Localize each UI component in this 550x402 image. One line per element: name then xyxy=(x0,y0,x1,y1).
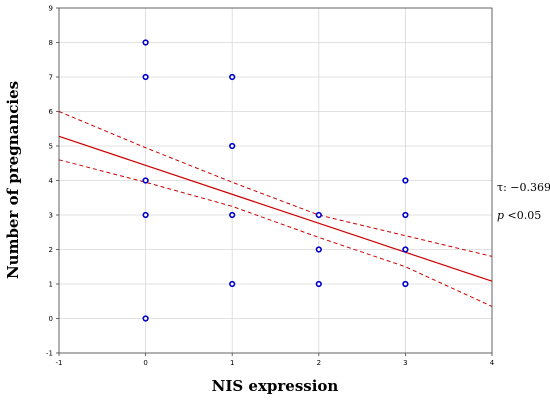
x-tick-label: 1 xyxy=(230,359,234,367)
confidence-band-upper xyxy=(58,111,493,257)
data-point xyxy=(315,246,322,253)
y-tick-label: 7 xyxy=(49,74,53,82)
x-tick-label: 4 xyxy=(490,359,495,367)
y-axis-ticks: -1 0 1 2 3 4 5 6 7 8 9 xyxy=(46,5,59,358)
y-tick-label: 1 xyxy=(49,281,53,289)
grid-lines xyxy=(58,7,493,354)
tau-annotation: τ: −0.369 xyxy=(497,181,550,194)
data-point xyxy=(142,73,149,81)
data-point xyxy=(229,211,236,219)
p-symbol: p xyxy=(497,209,504,222)
y-tick-label: 0 xyxy=(49,315,53,323)
y-tick-label: 2 xyxy=(49,246,53,254)
data-point xyxy=(142,39,149,46)
data-point xyxy=(402,280,409,288)
x-tick-label: 3 xyxy=(403,359,407,367)
data-point xyxy=(315,211,322,219)
confidence-band-lower xyxy=(58,159,493,307)
y-tick-label: 3 xyxy=(49,212,53,220)
p-value-annotation: p <0.05 xyxy=(497,209,541,222)
y-tick-label: 4 xyxy=(49,177,54,185)
fit-line xyxy=(58,135,493,282)
data-point xyxy=(402,211,409,219)
data-point xyxy=(229,142,236,150)
y-tick-label: 5 xyxy=(49,143,53,151)
data-point xyxy=(229,280,236,288)
regression-line xyxy=(58,135,493,282)
x-tick-label: 0 xyxy=(143,359,147,367)
data-point xyxy=(142,211,149,219)
data-point xyxy=(315,280,322,288)
data-point xyxy=(142,315,149,322)
y-tick-label: 9 xyxy=(49,5,53,13)
data-point xyxy=(402,246,409,253)
confidence-band xyxy=(58,111,493,307)
data-point xyxy=(402,177,409,184)
data-point xyxy=(229,73,236,81)
x-tick-label: 2 xyxy=(317,359,321,367)
x-axis-label: NIS expression xyxy=(212,377,339,395)
y-tick-label: 6 xyxy=(49,108,54,116)
y-axis-label: Number of pregnancies xyxy=(4,81,22,279)
x-tick-label: -1 xyxy=(56,359,63,367)
x-axis-ticks: -1 0 1 2 3 4 xyxy=(56,353,495,367)
p-value: <0.05 xyxy=(504,209,541,222)
data-point xyxy=(142,177,149,184)
data-points xyxy=(142,39,409,322)
y-tick-label: 8 xyxy=(49,39,53,47)
y-tick-label: -1 xyxy=(46,350,53,358)
